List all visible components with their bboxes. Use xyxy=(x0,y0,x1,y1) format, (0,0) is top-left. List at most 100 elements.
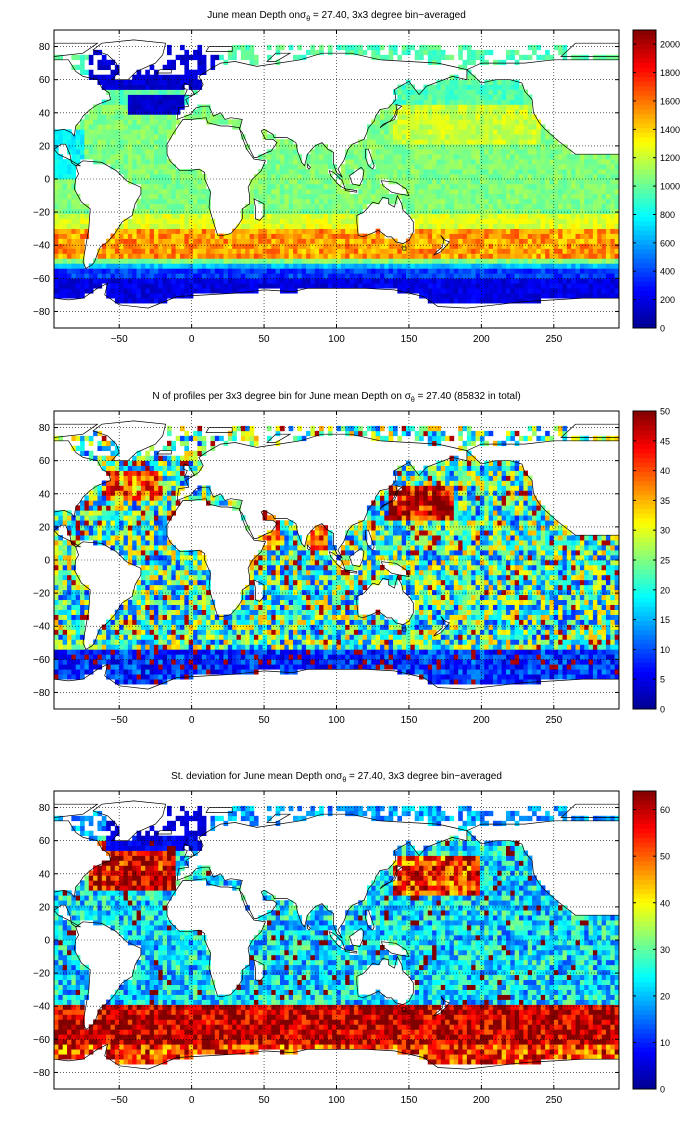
heatmap-cell xyxy=(406,114,411,119)
heatmap-cell xyxy=(132,174,137,179)
heatmap-cell xyxy=(158,214,163,219)
heatmap-cell xyxy=(397,114,402,119)
heatmap-cell xyxy=(584,219,589,224)
heatmap-cell xyxy=(76,149,81,154)
heatmap-cell xyxy=(176,90,181,95)
heatmap-cell xyxy=(515,169,520,174)
heatmap-cell xyxy=(519,219,524,224)
heatmap-cell xyxy=(541,293,546,298)
heatmap-cell xyxy=(376,273,381,278)
heatmap-cell xyxy=(554,293,559,298)
heatmap-cell xyxy=(428,45,433,50)
heatmap-cell xyxy=(450,189,455,194)
heatmap-cell xyxy=(163,268,168,273)
heatmap-cell xyxy=(497,119,502,124)
heatmap-cell xyxy=(189,249,194,254)
heatmap-cell xyxy=(484,124,489,129)
heatmap-cell xyxy=(258,194,263,199)
heatmap-cell xyxy=(589,249,594,254)
heatmap-cell xyxy=(528,129,533,134)
heatmap-cell xyxy=(450,169,455,174)
heatmap-cell xyxy=(376,184,381,189)
heatmap-cell xyxy=(132,129,137,134)
heatmap-cell xyxy=(293,234,298,239)
heatmap-cell xyxy=(276,194,281,199)
heatmap-cell xyxy=(580,55,585,60)
heatmap-cell xyxy=(602,234,607,239)
heatmap-cell xyxy=(584,244,589,249)
heatmap-cell xyxy=(132,109,137,114)
heatmap-cell xyxy=(67,570,72,575)
colorbar-swatch xyxy=(633,109,656,114)
heatmap-cell xyxy=(406,45,411,50)
heatmap-cell xyxy=(463,254,468,259)
heatmap-cell xyxy=(545,229,550,234)
heatmap-cell xyxy=(67,134,72,139)
heatmap-cell xyxy=(484,249,489,254)
heatmap-cell xyxy=(271,263,276,268)
heatmap-cell xyxy=(302,184,307,189)
heatmap-cell xyxy=(602,249,607,254)
heatmap-cell xyxy=(610,244,615,249)
heatmap-cell xyxy=(115,105,120,110)
heatmap-cell xyxy=(124,109,129,114)
heatmap-cell xyxy=(228,249,233,254)
heatmap-cell xyxy=(180,90,185,95)
heatmap-cell xyxy=(415,278,420,283)
heatmap-cell xyxy=(358,263,363,268)
heatmap-cell xyxy=(58,625,63,630)
heatmap-cell xyxy=(115,249,120,254)
heatmap-cell xyxy=(158,219,163,224)
heatmap-cell xyxy=(176,278,181,283)
colorbar-tick-label: 1200 xyxy=(660,153,680,163)
heatmap-cell xyxy=(197,70,202,75)
heatmap-cell xyxy=(467,55,472,60)
heatmap-cell xyxy=(580,258,585,263)
heatmap-cell xyxy=(271,199,276,204)
heatmap-cell xyxy=(237,234,242,239)
heatmap-cell xyxy=(210,288,215,293)
heatmap-cell xyxy=(536,174,541,179)
heatmap-cell xyxy=(332,263,337,268)
heatmap-cell xyxy=(93,654,98,659)
heatmap-cell xyxy=(402,273,407,278)
heatmap-cell xyxy=(263,189,268,194)
heatmap-cell xyxy=(189,268,194,273)
colorbar-swatch xyxy=(633,44,656,49)
heatmap-cell xyxy=(137,139,142,144)
heatmap-cell xyxy=(302,273,307,278)
heatmap-cell xyxy=(58,590,63,595)
heatmap-cell xyxy=(502,239,507,244)
heatmap-cell xyxy=(319,239,324,244)
heatmap-cell xyxy=(84,500,89,505)
heatmap-cell xyxy=(545,184,550,189)
heatmap-cell xyxy=(367,139,372,144)
heatmap-cell xyxy=(432,258,437,263)
heatmap-cell xyxy=(158,209,163,214)
colorbar-swatch xyxy=(633,118,656,123)
heatmap-cell xyxy=(102,258,107,263)
heatmap-cell xyxy=(180,209,185,214)
heatmap-cell xyxy=(610,159,615,164)
heatmap-cell xyxy=(549,184,554,189)
heatmap-cell xyxy=(63,520,68,525)
heatmap-cell xyxy=(510,258,515,263)
heatmap-cell xyxy=(410,100,415,105)
heatmap-cell xyxy=(358,249,363,254)
heatmap-cell xyxy=(302,244,307,249)
heatmap-cell xyxy=(158,194,163,199)
heatmap-cell xyxy=(563,249,568,254)
heatmap-cell xyxy=(171,75,176,80)
heatmap-cell xyxy=(341,189,346,194)
heatmap-cell xyxy=(180,45,185,50)
heatmap-cell xyxy=(124,144,129,149)
heatmap-cell xyxy=(306,263,311,268)
heatmap-cell xyxy=(423,95,428,100)
heatmap-cell xyxy=(137,244,142,249)
colorbar-swatch xyxy=(633,165,656,170)
heatmap-cell xyxy=(545,139,550,144)
heatmap-cell xyxy=(610,174,615,179)
heatmap-cell xyxy=(237,258,242,263)
heatmap-cell xyxy=(576,283,581,288)
